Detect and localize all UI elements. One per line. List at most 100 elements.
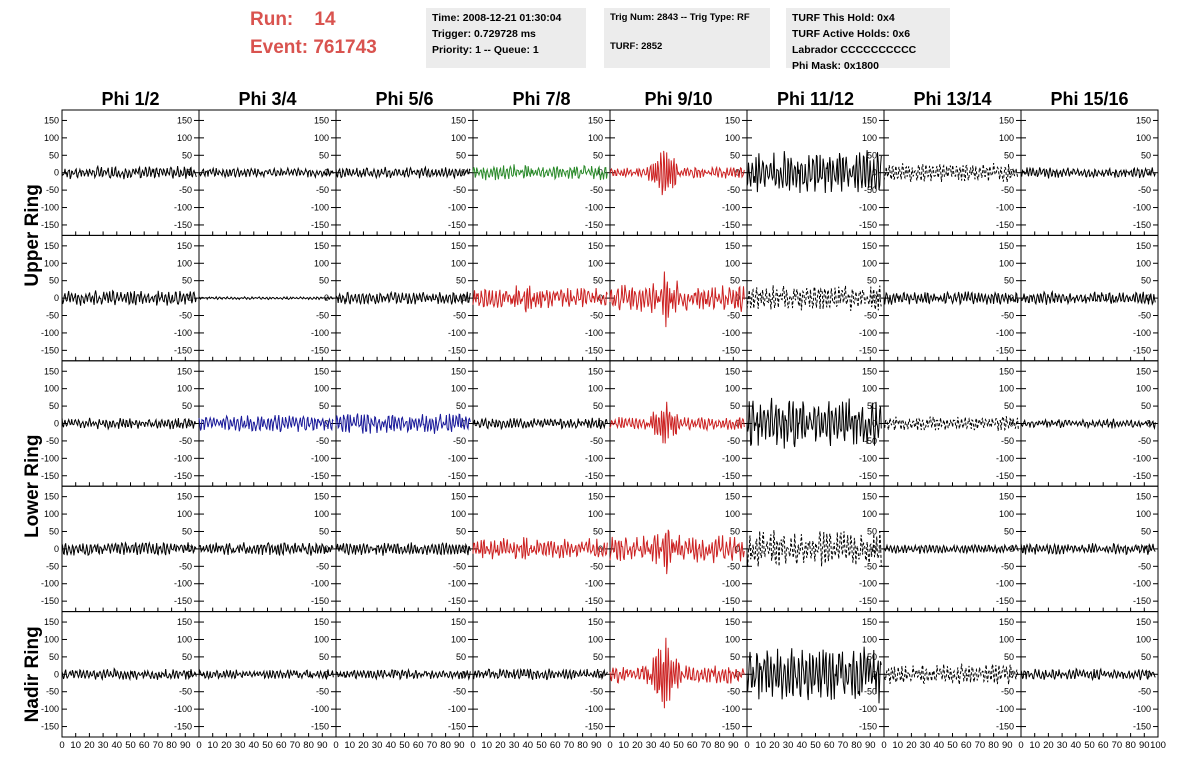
y-tick-label: 150: [862, 617, 877, 627]
waveform-trace: [1020, 417, 1156, 430]
x-tick-label: 50: [947, 740, 958, 751]
y-tick-label: -50: [46, 185, 59, 195]
y-tick-label: 100: [588, 634, 603, 644]
y-tick-label: 50: [49, 526, 59, 536]
x-tick-label: 60: [1098, 740, 1109, 751]
y-tick-label: -50: [453, 311, 466, 321]
y-tick-label: 150: [588, 617, 603, 627]
y-tick-label: 150: [177, 115, 192, 125]
waveform-trace: [1020, 542, 1156, 556]
x-tick-label: 10: [70, 740, 81, 751]
y-tick-label: 100: [177, 634, 192, 644]
y-tick-label: 50: [593, 401, 603, 411]
y-tick-label: 150: [588, 492, 603, 502]
y-tick-label: 100: [725, 384, 740, 394]
y-tick-label: 150: [451, 241, 466, 251]
waveform-trace: [609, 637, 745, 709]
labrador-text: Labrador CCCCCCCCCC: [792, 44, 917, 56]
y-tick-label: -50: [1138, 185, 1151, 195]
y-tick-label: 0: [461, 293, 466, 303]
x-tick-label: 50: [262, 740, 273, 751]
y-tick-label: -150: [585, 596, 603, 606]
y-tick-label: -100: [1133, 579, 1151, 589]
y-tick-label: -150: [585, 471, 603, 481]
y-tick-label: -150: [859, 722, 877, 732]
y-tick-label: 150: [451, 492, 466, 502]
y-tick-label: -150: [311, 722, 329, 732]
x-tick-label: 10: [618, 740, 629, 751]
y-tick-label: -150: [585, 345, 603, 355]
waveform-trace: [335, 413, 471, 434]
waveform-trace: [472, 667, 608, 681]
waveform-trace: [609, 271, 745, 328]
y-tick-label: -50: [316, 561, 329, 571]
y-tick-label: -50: [727, 185, 740, 195]
waveform-trace: [1020, 667, 1156, 682]
y-tick-label: 150: [44, 492, 59, 502]
y-tick-label: -150: [311, 596, 329, 606]
y-tick-label: 0: [187, 544, 192, 554]
y-tick-label: 150: [314, 115, 329, 125]
y-tick-label: 150: [44, 241, 59, 251]
y-tick-label: -150: [1133, 722, 1151, 732]
y-tick-label: -50: [46, 311, 59, 321]
y-tick-label: -150: [311, 471, 329, 481]
x-tick-label: 10: [481, 740, 492, 751]
x-tick-label: 50: [1084, 740, 1095, 751]
x-tick-label: 90: [865, 740, 876, 751]
x-tick-label: 60: [687, 740, 698, 751]
y-tick-label: -100: [311, 579, 329, 589]
y-tick-label: 50: [319, 150, 329, 160]
waveform-trace: [335, 165, 471, 180]
y-tick-label: -150: [41, 471, 59, 481]
y-tick-label: -100: [722, 579, 740, 589]
x-tick-label: 40: [797, 740, 808, 751]
y-tick-label: -100: [585, 453, 603, 463]
y-tick-label: 100: [44, 133, 59, 143]
y-tick-label: 100: [44, 258, 59, 268]
y-tick-label: -150: [448, 471, 466, 481]
y-tick-label: 0: [324, 669, 329, 679]
y-tick-label: -50: [727, 436, 740, 446]
y-tick-label: -150: [996, 596, 1014, 606]
y-tick-label: -100: [996, 704, 1014, 714]
y-tick-label: -50: [1138, 311, 1151, 321]
y-tick-label: 100: [725, 258, 740, 268]
x-tick-label: 90: [317, 740, 328, 751]
x-tick-label: 80: [166, 740, 177, 751]
y-tick-label: 50: [730, 150, 740, 160]
x-tick-label: 90: [1139, 740, 1150, 751]
x-tick-label: 90: [591, 740, 602, 751]
y-tick-label: -50: [453, 436, 466, 446]
waveform-trace: [61, 289, 197, 306]
x-tick-label: 0: [1018, 740, 1023, 751]
y-tick-label: -100: [1133, 453, 1151, 463]
y-tick-label: 50: [730, 652, 740, 662]
y-tick-label: -150: [859, 471, 877, 481]
waveform-trace: [198, 541, 334, 557]
x-tick-label: 60: [824, 740, 835, 751]
y-tick-label: 0: [872, 544, 877, 554]
row-label: Lower Ring: [22, 434, 43, 537]
waveform-trace: [198, 668, 334, 681]
y-tick-label: -50: [590, 185, 603, 195]
x-tick-label: 80: [1125, 740, 1136, 751]
y-tick-label: 100: [314, 258, 329, 268]
trigger-info-panel: Time: 2008-12-21 01:30:04 Trigger: 0.729…: [426, 8, 586, 68]
y-tick-label: -150: [1133, 345, 1151, 355]
y-tick-label: -100: [174, 579, 192, 589]
waveform-trace: [472, 285, 608, 313]
y-tick-label: -150: [311, 345, 329, 355]
y-tick-label: -50: [179, 561, 192, 571]
y-tick-label: 100: [451, 384, 466, 394]
y-tick-label: 50: [867, 526, 877, 536]
y-tick-label: -50: [590, 687, 603, 697]
y-tick-label: 50: [182, 401, 192, 411]
y-tick-label: 100: [177, 133, 192, 143]
y-tick-label: -150: [448, 220, 466, 230]
y-tick-label: -50: [46, 436, 59, 446]
y-tick-label: 100: [1136, 384, 1151, 394]
x-tick-label: 60: [276, 740, 287, 751]
y-tick-label: -50: [864, 561, 877, 571]
waveform-trace: [1020, 166, 1156, 179]
